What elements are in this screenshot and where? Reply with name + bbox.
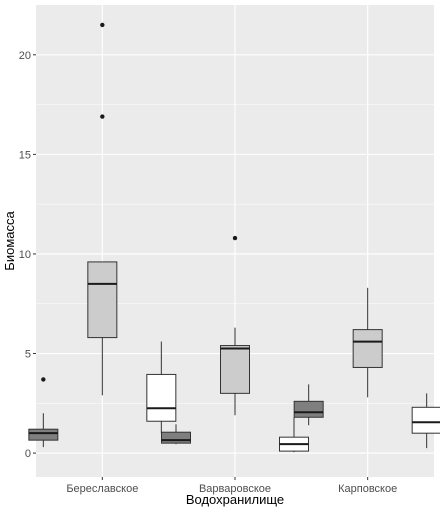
- outlier-point: [41, 377, 46, 382]
- box-iqr: [411, 406, 440, 434]
- box-iqr: [161, 431, 191, 444]
- box-iqr: [28, 428, 59, 441]
- x-tick-label: Береславское: [66, 483, 138, 495]
- outlier-point: [100, 114, 105, 119]
- y-axis-title: Биомасса: [2, 211, 17, 271]
- box-iqr: [146, 373, 177, 422]
- x-tick-label: Карповское: [338, 483, 397, 495]
- outlier-point: [100, 22, 105, 28]
- x-axis-title: Водохранилище: [186, 492, 284, 507]
- boxes: [28, 22, 440, 453]
- x-tick-label: Варваровское: [199, 483, 271, 495]
- y-tick-label: 15: [19, 149, 31, 161]
- y-tick-label: 20: [19, 50, 31, 62]
- axes: 0 5 10 15 20 Береславское Варваровское Карповск…: [19, 50, 397, 495]
- outlier-point: [232, 235, 238, 241]
- y-tick-label: 5: [25, 349, 31, 361]
- y-tick-label: 10: [19, 249, 31, 261]
- y-tick-label: 0: [25, 448, 31, 460]
- box-iqr: [293, 400, 324, 418]
- box-iqr: [220, 345, 250, 394]
- box-iqr: [352, 329, 383, 368]
- box-iqr: [87, 261, 118, 339]
